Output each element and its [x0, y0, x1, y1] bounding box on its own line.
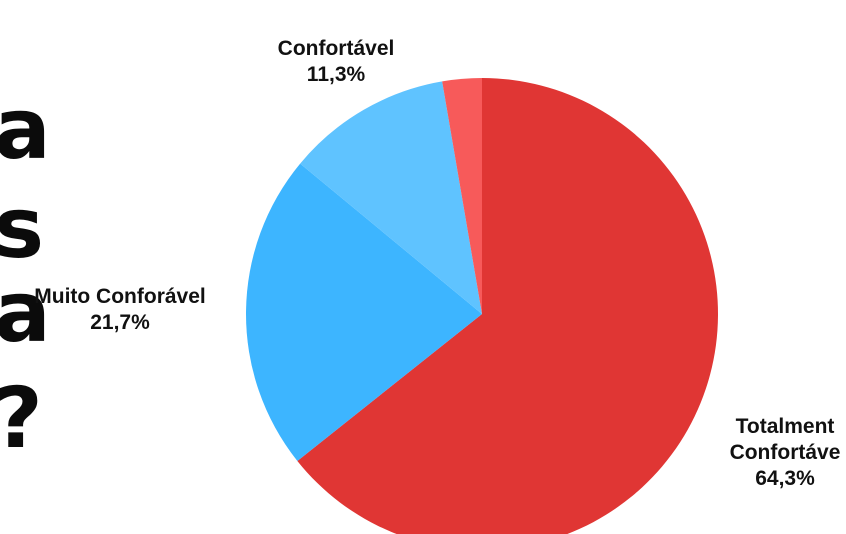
- pie-slice-confortável: [300, 81, 482, 314]
- pie-slice-totalmente-confortável: [297, 78, 718, 534]
- background-question-mark: ?: [0, 376, 43, 460]
- background-letter: s: [0, 179, 44, 277]
- slice-label-name: Confortável: [277, 37, 395, 60]
- slice-label-name-line2: Confortáve: [729, 441, 841, 464]
- slice-label-confortavel: Confortável 11,3%: [246, 36, 426, 88]
- slice-label-percent: 64,3%: [755, 467, 815, 490]
- background-letter: a: [0, 263, 51, 361]
- slice-label-name-line1: Totalment: [735, 415, 835, 438]
- slice-label-name: Muito Conforável: [34, 285, 206, 308]
- slice-label-percent: 11,3%: [306, 63, 366, 86]
- background-letter: a: [0, 80, 51, 178]
- slice-label-totalmente-confortavel: Totalment Confortáve 64,3%: [700, 414, 846, 492]
- pie-slice-muito-conforável: [245, 163, 482, 461]
- slice-label-percent: 21,7%: [90, 311, 150, 334]
- pie-slice-unlabeled-3: [442, 78, 482, 314]
- slice-label-muito-conforavel: Muito Conforável 21,7%: [0, 284, 240, 336]
